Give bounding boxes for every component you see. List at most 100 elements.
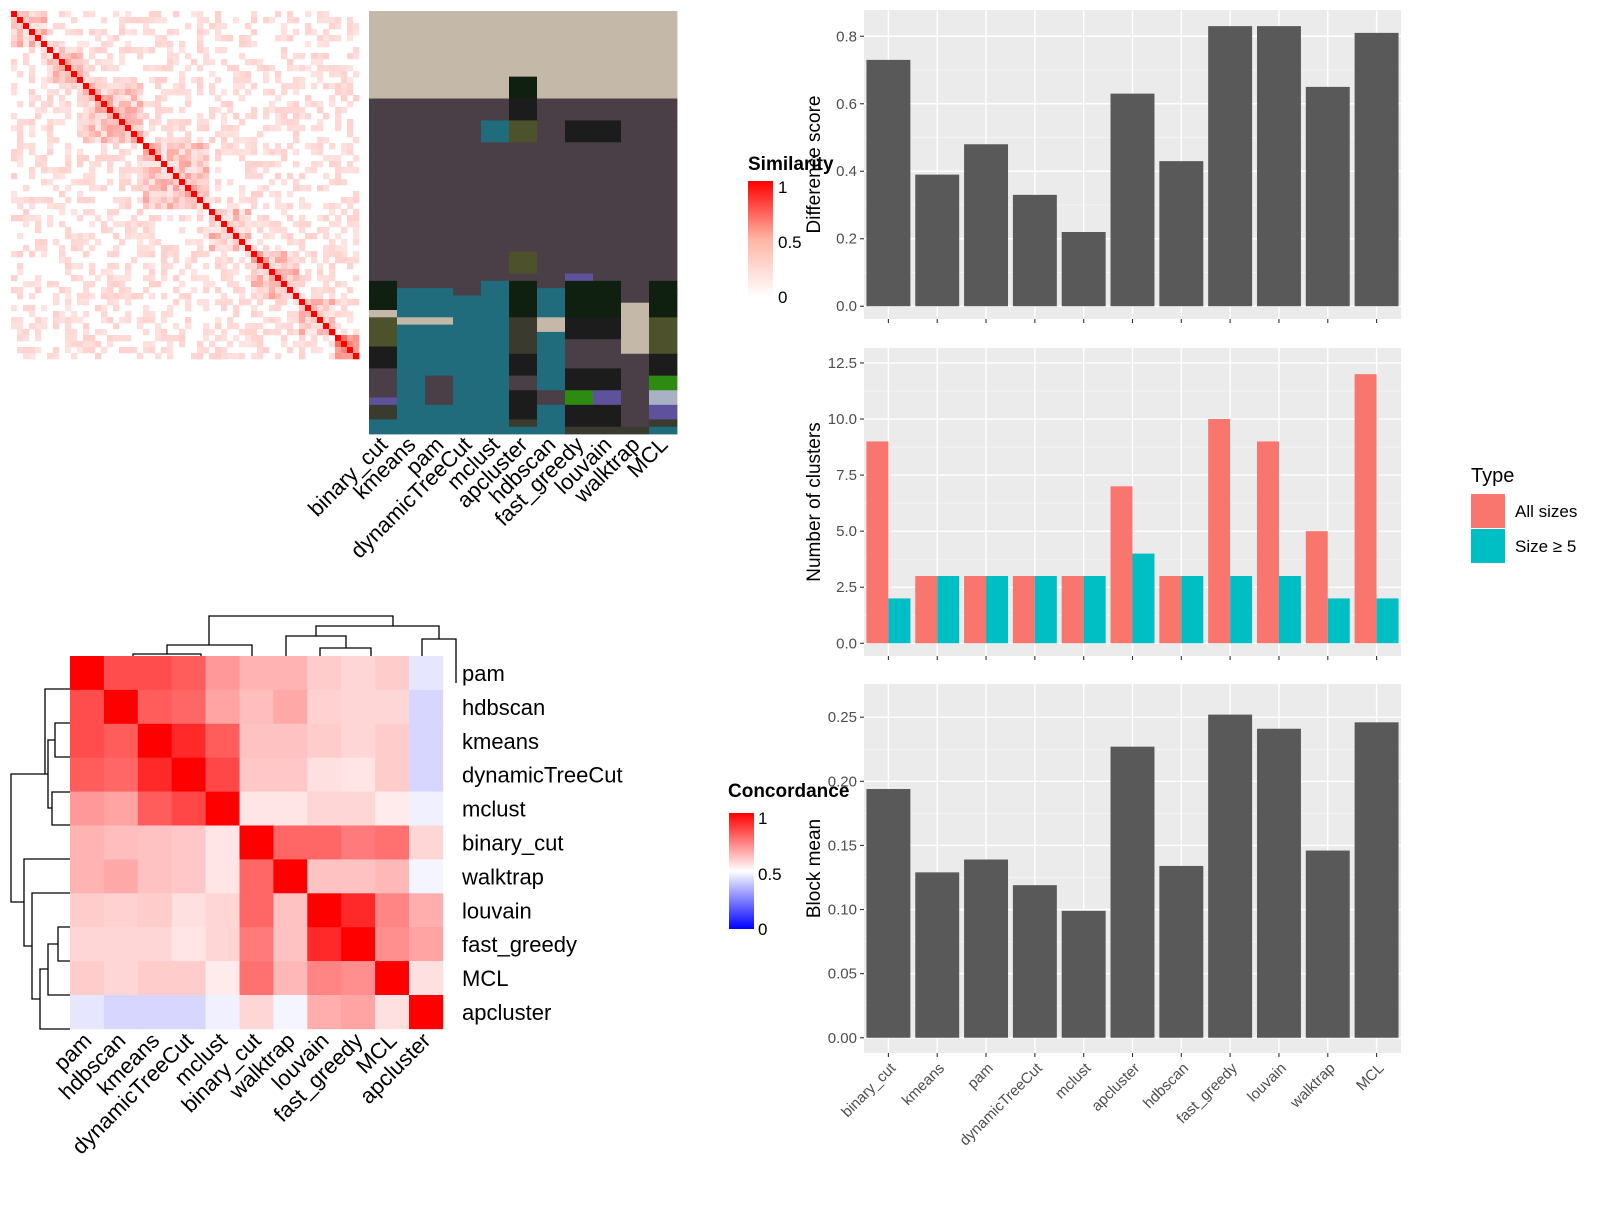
similarity-cell [197, 11, 204, 18]
similarity-cell [143, 47, 150, 54]
similarity-cell [113, 143, 120, 150]
cluster-cell [397, 361, 426, 369]
similarity-cell [83, 77, 90, 84]
similarity-cell [155, 119, 162, 126]
cluster-cell [621, 113, 650, 121]
cluster-cell [369, 266, 398, 274]
similarity-cell [167, 53, 174, 60]
cluster-cell [537, 76, 566, 85]
similarity-cell [59, 59, 66, 66]
similarity-cell [353, 275, 360, 282]
similarity-cell [11, 287, 18, 294]
similarity-cell [107, 155, 114, 162]
cluster-cell [649, 120, 678, 129]
cluster-cell [369, 83, 398, 92]
similarity-cell [77, 341, 84, 348]
similarity-cell [137, 161, 144, 168]
similarity-cell [275, 251, 282, 258]
similarity-cell [47, 197, 54, 204]
concordance-row-label: walktrap [461, 864, 544, 889]
cluster-assignment-panel [369, 11, 678, 435]
similarity-cell [113, 281, 120, 288]
cluster-cell [537, 346, 566, 355]
y-tick-label: 0.4 [836, 163, 857, 180]
similarity-cell [341, 299, 348, 306]
similarity-cell [227, 35, 234, 42]
similarity-cell [341, 89, 348, 96]
cluster-cell [425, 32, 454, 41]
similarity-cell [233, 335, 240, 342]
cluster-cell [397, 390, 426, 398]
cluster-cell [453, 237, 482, 245]
similarity-cell [215, 245, 222, 252]
similarity-cell [305, 95, 312, 102]
cluster-cell [649, 149, 678, 158]
similarity-cell [59, 107, 66, 114]
cluster-cell [509, 32, 538, 41]
concordance-cell [171, 893, 206, 928]
similarity-cell [71, 71, 78, 78]
similarity-cell [251, 113, 258, 120]
cluster-cell [453, 361, 482, 369]
cluster-cell [397, 134, 426, 143]
cluster-cell [593, 91, 622, 99]
similarity-cell [149, 77, 156, 84]
similarity-cell [59, 119, 66, 126]
concordance-cell [70, 757, 105, 792]
similarity-cell [155, 239, 162, 246]
similarity-cell [323, 155, 330, 162]
cluster-cell [621, 40, 650, 48]
cluster-cell [369, 353, 398, 362]
similarity-cell [107, 317, 114, 324]
similarity-cell [65, 149, 72, 156]
similarity-cell [311, 341, 318, 348]
cluster-cell [453, 207, 482, 216]
similarity-cell [281, 275, 288, 282]
similarity-cell [161, 245, 168, 252]
similarity-cell [245, 137, 252, 144]
similarity-cell [95, 215, 102, 222]
concordance-cell [205, 689, 240, 725]
similarity-cell [143, 113, 150, 120]
similarity-cell [161, 65, 168, 72]
similarity-cell [293, 107, 300, 114]
cluster-cell [649, 368, 678, 377]
bar [1305, 86, 1350, 307]
similarity-cell [23, 221, 30, 228]
cluster-cell [397, 215, 426, 223]
similarity-cell [179, 143, 186, 150]
similarity-cell [221, 329, 228, 336]
similarity-cell [191, 149, 198, 156]
cluster-cell [537, 339, 566, 347]
similarity-cell [245, 77, 252, 84]
similarity-cell [299, 335, 306, 342]
similarity-cell [233, 137, 240, 144]
similarity-cell [11, 89, 18, 96]
similarity-cell [185, 203, 192, 210]
concordance-cell [239, 656, 274, 691]
similarity-cell [311, 317, 318, 324]
concordance-cell [103, 723, 139, 758]
cluster-cell [565, 11, 594, 19]
concordance-row-label: MCL [462, 966, 508, 991]
similarity-cell [149, 203, 156, 210]
similarity-cell [299, 53, 306, 60]
bar [1110, 746, 1155, 1038]
similarity-cell [47, 47, 54, 54]
similarity-cell [53, 107, 60, 114]
similarity-cell [23, 335, 30, 342]
similarity-cell [89, 245, 96, 252]
similarity-cell [71, 317, 78, 324]
similarity-cell [89, 269, 96, 276]
similarity-cell [71, 311, 78, 318]
cluster-cell [425, 353, 454, 362]
similarity-cell [95, 155, 102, 162]
cluster-cell [649, 331, 678, 340]
bar-all-sizes [1110, 486, 1133, 644]
similarity-cell [221, 125, 228, 132]
cluster-cell [593, 200, 622, 209]
similarity-cell [179, 41, 186, 48]
similarity-cell [137, 83, 144, 90]
similarity-cell [341, 65, 348, 72]
similarity-cell [149, 293, 156, 300]
